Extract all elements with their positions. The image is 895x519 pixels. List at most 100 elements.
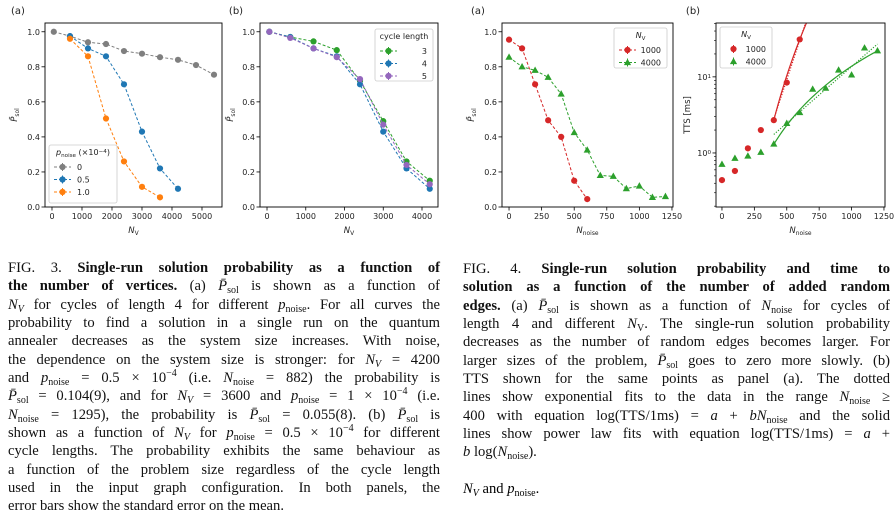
- legend-marker: [59, 163, 66, 171]
- caption-text: probability to find a solution in a sing…: [8, 315, 440, 332]
- data-point-1000: [505, 36, 513, 43]
- caption-line: 400 with equation log(TTS/1ms) = a + bNn…: [463, 407, 890, 426]
- caption-text: Single-run solution probability as a fun…: [77, 260, 441, 276]
- x-axis-label-part: N: [128, 226, 135, 236]
- legend-frame: [613, 27, 668, 69]
- caption-text: = 1295), the probability is: [38, 406, 250, 423]
- y-tick-label: 0.4: [484, 133, 497, 142]
- caption-text: N: [8, 296, 18, 313]
- y-tick-label-part: 1: [707, 73, 711, 79]
- data-point-0: [138, 50, 146, 57]
- axes-frame: [715, 22, 886, 208]
- legend-marker: [730, 45, 737, 53]
- y-axis-label-part: sol: [471, 108, 478, 117]
- data-point-0: [210, 71, 218, 78]
- caption-line: FIG. 4. Single-run solution probability …: [463, 260, 890, 278]
- legend-label: 1.0: [77, 188, 90, 197]
- data-point-4000: [609, 172, 617, 179]
- x-axis-label: NV: [128, 226, 139, 237]
- caption-text: noise: [285, 303, 307, 315]
- legend-title-part: (×10: [76, 148, 99, 157]
- data-point-4000: [809, 85, 817, 92]
- legend-marker: [385, 72, 392, 80]
- caption-text: a function of the problem size regardles…: [8, 461, 440, 478]
- legend-title-part: noise: [61, 153, 76, 159]
- caption-text: (i.e.: [176, 370, 224, 387]
- y-tick-label: 0.8: [242, 63, 255, 72]
- caption-text: noise: [766, 414, 788, 426]
- data-point-1000: [744, 145, 751, 152]
- caption-text: . The single-run solution probability: [644, 316, 890, 333]
- caption-text: N: [839, 389, 850, 406]
- legend-label: 1000: [641, 46, 661, 55]
- data-point-1.0: [120, 158, 128, 165]
- x-tick-label: 1000: [72, 212, 92, 221]
- panel-label: (b): [229, 6, 243, 17]
- caption-text: V: [637, 323, 645, 335]
- caption-line: lines show exponential fits to the data …: [463, 388, 890, 407]
- caption-line: Nnoise = 1295), the probability is P̄sol…: [8, 406, 440, 425]
- fragment-text: N: [463, 480, 473, 497]
- data-point-0: [174, 56, 182, 63]
- x-tick-label: 5000: [192, 212, 212, 221]
- fig3-caption: FIG. 3. Single-run solution probability …: [8, 259, 440, 516]
- figures: (a)0 1000 2000 3000 4000 50000.00.20.40.60.81…: [8, 6, 894, 237]
- data-point-0.5: [156, 165, 164, 172]
- caption-text: larger sizes of the problem,: [463, 352, 658, 369]
- caption-line: a function of the problem size regardles…: [8, 461, 440, 479]
- legend-marker: [623, 58, 632, 66]
- y-tick-label-part: 0: [707, 150, 711, 156]
- data-point-0: [120, 47, 128, 55]
- caption-text: length 4 and different: [463, 316, 628, 333]
- chart-3: (a) 0 250 500 750 1000 1250 0.0 0.2 0.4 0.6 0.8 1.0 N…: [465, 6, 682, 237]
- data-point-4000: [583, 146, 591, 153]
- legend-label: 4: [422, 60, 427, 69]
- data-point-1.0: [138, 183, 146, 190]
- data-point-1.0: [156, 194, 164, 201]
- data-point-4000: [835, 66, 843, 73]
- caption-text: N: [365, 351, 376, 368]
- caption-text: noise: [232, 377, 255, 389]
- legend-marker: [385, 47, 392, 55]
- caption-line: annealer decreases as the system size in…: [8, 332, 440, 350]
- caption-text: −4: [342, 423, 354, 435]
- legend-title-part: p: [55, 148, 61, 157]
- data-point-4000: [718, 160, 726, 167]
- panel-label: (a): [11, 6, 25, 17]
- caption-text: N: [761, 297, 772, 314]
- plot-area: [718, 23, 882, 184]
- data-point-3: [333, 47, 340, 54]
- data-point-5: [287, 34, 294, 41]
- data-point-1.0: [66, 35, 74, 42]
- data-point-4000: [518, 63, 526, 70]
- legend-title-part: V: [642, 36, 646, 42]
- legend-marker: [59, 188, 66, 196]
- series-line-4: [269, 31, 431, 190]
- caption-text: solution as a function of the number of …: [463, 279, 890, 296]
- caption-text: noise: [17, 413, 39, 425]
- data-point-0: [102, 40, 110, 48]
- fragment-text: V: [472, 487, 479, 499]
- caption-line: used in the input graph configuration. I…: [8, 479, 440, 497]
- data-point-0.5: [102, 53, 110, 60]
- caption-line: P̄sol = 0.104(9), and for NV = 3600 and …: [8, 387, 440, 406]
- caption-text: P̄: [538, 297, 548, 314]
- legend-marker: [385, 60, 392, 67]
- legend-title: pnoise (×10−4): [55, 148, 110, 159]
- caption-text: cycle lengths. The probability exhibits …: [8, 443, 440, 460]
- caption-text: and the solid: [787, 407, 890, 424]
- y-axis-label-part: P̄: [8, 116, 20, 122]
- axes-frame: [259, 22, 439, 208]
- caption-line: length 4 and different NV. The single-ru…: [463, 315, 890, 335]
- x-tick-label: 500: [779, 212, 794, 221]
- caption-text: noise: [507, 451, 529, 463]
- caption-text: V: [183, 432, 190, 444]
- x-tick-label: 750: [599, 212, 614, 221]
- caption-text: V: [17, 303, 24, 315]
- legend-title-part: −4: [99, 149, 108, 155]
- data-point-4000: [796, 108, 804, 116]
- caption-text: is shown as a function of: [238, 278, 441, 295]
- caption-text: sol: [258, 413, 271, 425]
- column-fragment: NV and pnoise.: [463, 480, 890, 499]
